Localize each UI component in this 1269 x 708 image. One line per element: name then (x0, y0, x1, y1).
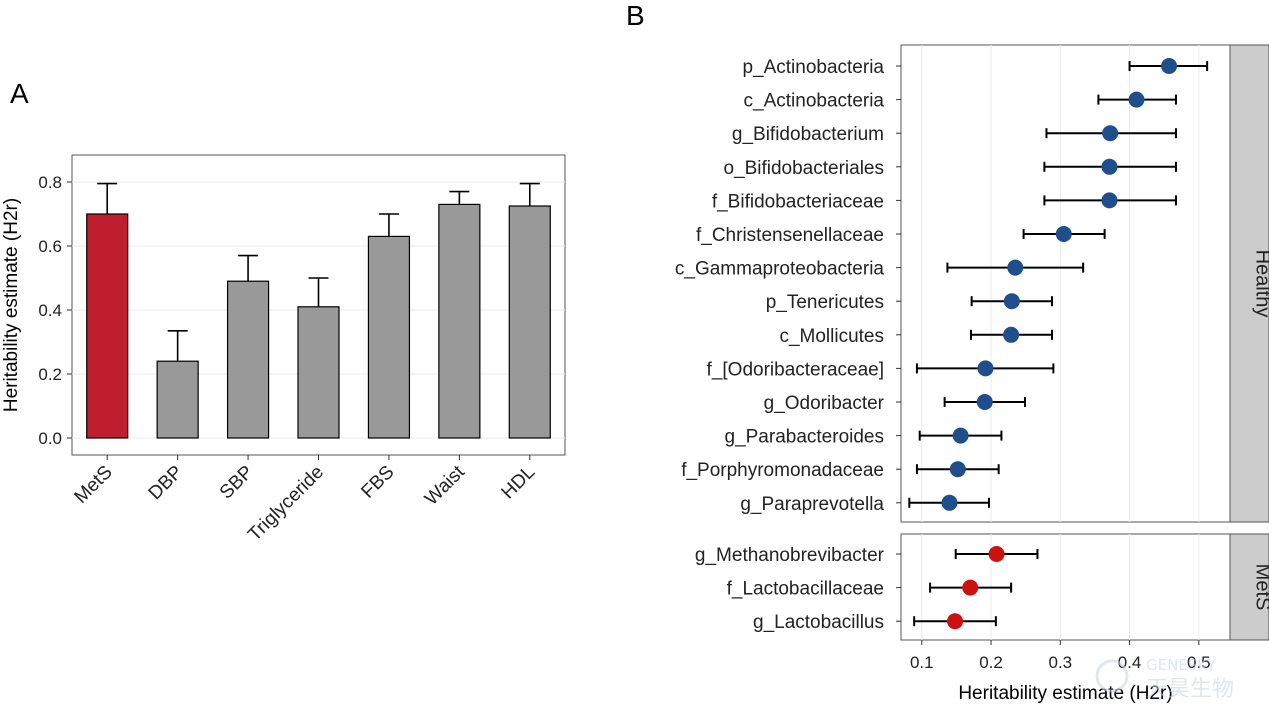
bar-mets (86, 213, 129, 439)
x-tick-label: Triglyceride (244, 462, 328, 546)
point-estimate (1101, 192, 1118, 209)
row-label: f_Porphyromonadaceae (681, 460, 884, 481)
row-label: p_Tenericutes (766, 292, 884, 313)
point-estimate (941, 494, 958, 511)
facet-panel (900, 44, 1231, 523)
x-axis-title-b: Heritability estimate (H2r) (958, 683, 1172, 704)
row-label: f_[Odoribacteraceae] (707, 359, 884, 380)
watermark-logo: GENESKY 天昊生物 (1095, 656, 1234, 702)
facet-strip-label: MetS (1252, 564, 1269, 611)
row-label: g_Parabacteroides (725, 427, 885, 448)
point-estimate (976, 394, 993, 410)
y-tick-label: 0.0 (38, 429, 62, 448)
x-tick-label: 0.2 (979, 653, 1003, 672)
row-label: f_Bifidobacteriaceae (712, 191, 884, 212)
watermark-latin: GENESKY (1146, 656, 1217, 674)
point-estimate (962, 579, 979, 596)
bar-waist (438, 203, 481, 439)
y-ticks-a: 0.0 0.2 0.4 0.6 0.8 (38, 173, 72, 448)
x-tick-label: DBP (145, 462, 187, 504)
y-tick-label: 0.6 (38, 237, 62, 256)
row-label: g_Methanobrevibacter (695, 545, 885, 566)
x-tick-label: 0.3 (1048, 653, 1072, 672)
panel-label-b: B (626, 0, 645, 31)
panel-label-a: A (10, 78, 29, 109)
x-tick-label: FBS (357, 462, 398, 503)
point-estimate (1003, 326, 1020, 343)
point-estimate (1007, 259, 1024, 276)
bar-sbp (226, 280, 270, 439)
y-axis-title-a: Heritability estimate (H2r) (1, 198, 22, 412)
bars-a (86, 182, 551, 439)
row-label: p_Actinobacteria (742, 57, 884, 78)
row-label: o_Bifidobacteriales (723, 158, 884, 179)
x-tick-label: MetS (71, 462, 117, 508)
point-estimate (1102, 125, 1119, 142)
point-estimate (949, 461, 966, 478)
bar-triglyceride (297, 306, 340, 439)
watermark-swirl-icon (1095, 659, 1129, 693)
y-tick-label: 0.4 (38, 301, 62, 320)
row-label: f_Lactobacillaceae (727, 579, 884, 600)
row-label: c_Mollicutes (779, 326, 884, 347)
point-estimate (1055, 226, 1072, 242)
facet-healthy: Healthy p_Actinobacteria c_Actinobacteriag… (675, 44, 1269, 523)
point-estimate (952, 427, 969, 444)
row-label: g_Odoribacter (764, 393, 885, 414)
facet-strip (1229, 44, 1269, 523)
y-tick-label: 0.8 (38, 173, 62, 192)
facet-mets: MetS g_Methanobrevibacter f_Lactobacillace… (695, 533, 1269, 641)
watermark-cn: 天昊生物 (1146, 677, 1234, 702)
dot-chart-panel-b: Healthy p_Actinobacteria c_Actinobacteriag… (675, 44, 1269, 704)
x-tick-label: 0.1 (910, 653, 934, 672)
x-tick-label: Waist (421, 461, 469, 509)
row-label: c_Actinobacteria (744, 91, 885, 112)
bar-fbs (367, 235, 411, 439)
row-label: f_Christensenellaceae (696, 225, 884, 246)
point-estimate (1161, 58, 1178, 74)
x-tick-label: HDL (498, 462, 540, 504)
point-estimate (988, 546, 1005, 562)
facet-strip (1229, 533, 1269, 641)
x-tick-label: 0.5 (1187, 653, 1211, 672)
row-label: g_Lactobacillus (753, 612, 884, 633)
row-label: g_Paraprevotella (740, 494, 884, 515)
y-tick-label: 0.2 (38, 365, 62, 384)
bar-dbp (156, 360, 199, 439)
point-estimate (947, 613, 964, 630)
x-ticks-b: 0.1 0.2 0.3 0.4 0.5 (910, 640, 1211, 672)
point-estimate (1101, 158, 1118, 175)
x-tick-label: SBP (216, 462, 258, 504)
row-label: c_Gammaproteobacteria (675, 259, 885, 280)
point-estimate (1128, 91, 1145, 108)
facets-b: Healthy p_Actinobacteria c_Actinobacteriag… (675, 44, 1269, 641)
point-estimate (977, 360, 994, 377)
bar-hdl (508, 205, 551, 439)
row-label: g_Bifidobacterium (732, 124, 884, 145)
point-estimate (1003, 293, 1020, 310)
facet-strip-label: Healthy (1252, 250, 1269, 318)
